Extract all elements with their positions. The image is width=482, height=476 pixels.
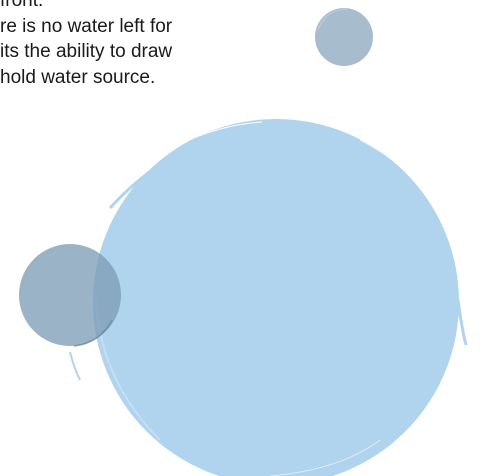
mid-circle-shape xyxy=(19,244,121,347)
text-line: its the ability to draw xyxy=(0,41,173,62)
large-circle-shape xyxy=(69,119,468,476)
text-line: hold water source. xyxy=(0,66,156,88)
small-circle-shape xyxy=(315,8,373,66)
text-line: front. xyxy=(0,0,44,11)
body-text: front. re is no water left for its the a… xyxy=(0,0,300,90)
text-line: re is no water left for xyxy=(0,15,173,37)
